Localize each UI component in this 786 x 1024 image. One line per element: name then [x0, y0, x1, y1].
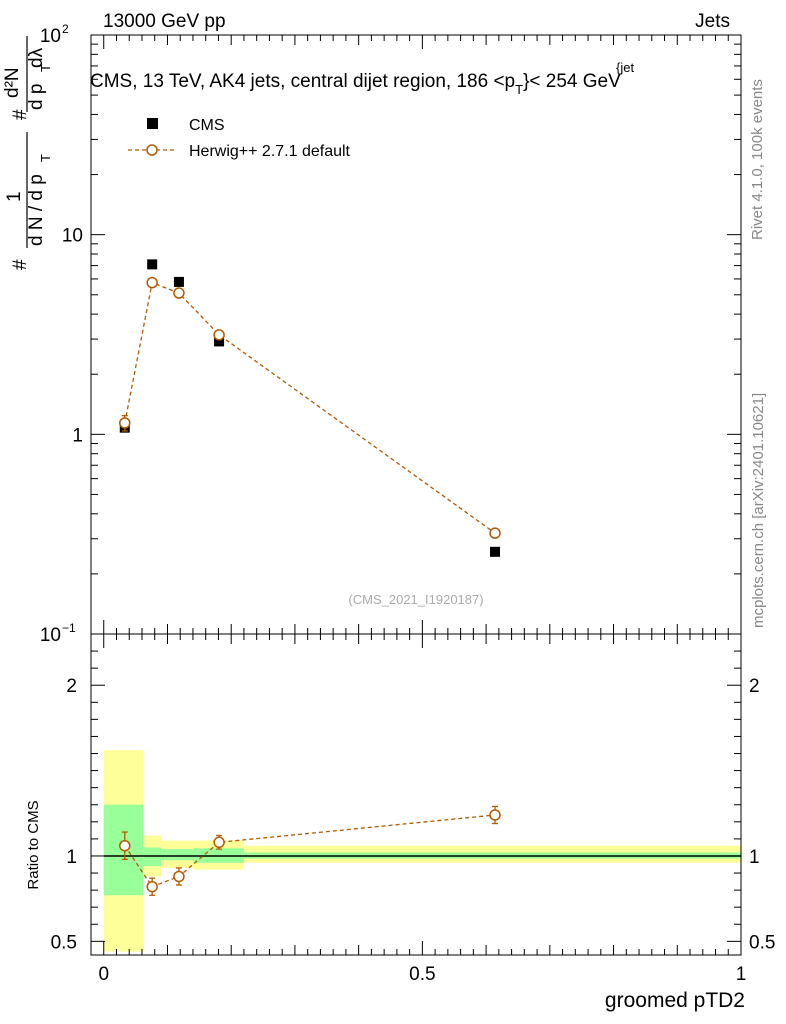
main-ytick-label: 1	[72, 425, 83, 446]
ratio-ytick-label-right: 0.5	[749, 932, 775, 953]
ratio-ytick-label: 0.5	[51, 932, 77, 953]
ratio-stat-band	[161, 849, 193, 861]
herwig-data-point	[119, 417, 131, 429]
ratio-herwig-data-point	[173, 870, 185, 883]
ratio-ytick-label: 2	[66, 676, 77, 697]
ratio-frame	[90, 633, 742, 956]
cms-data-point	[147, 259, 158, 270]
main-ytick-label: 10	[62, 226, 83, 247]
cms-data-point	[214, 336, 225, 347]
ylabel-lambda: dλ	[26, 47, 47, 68]
chart-title: CMS, 13 TeV, AK4 jets, central dijet reg…	[90, 71, 621, 97]
legend-label-herwig: Herwig++ 2.7.1 default	[189, 143, 351, 160]
ylabel-hash-1: #	[10, 259, 31, 270]
rivet-version-label: Rivet 4.1.0, 100k events	[749, 79, 766, 240]
ratio-herwig-data-point	[146, 880, 158, 893]
main-ylabel: # 1 d N / d p T # d²N d p T dλ	[2, 36, 53, 270]
herwig-data-point	[213, 329, 225, 341]
main-ytick-label: 10	[40, 26, 61, 47]
legend-label-cms: CMS	[189, 117, 225, 134]
ylabel-dn-dpt: d N / d p	[26, 174, 47, 246]
chart-title-sup: {jet	[616, 60, 634, 75]
ratio-herwig-data-point	[489, 809, 501, 821]
chart-title-end: }< 254 GeV	[523, 71, 621, 92]
analysis-watermark: (CMS_2021_I1920187)	[348, 592, 483, 607]
chart-title-sub: T	[515, 82, 523, 97]
ratio-herwig-data-point	[119, 839, 131, 852]
cms-data-point	[173, 276, 184, 287]
legend-marker-cms	[147, 118, 158, 129]
ratio-ylabel: Ratio to CMS	[25, 800, 42, 889]
x-axis-label: groomed pTD2	[605, 989, 745, 1012]
ratio-ytick-label-right: 1	[749, 847, 760, 868]
ylabel-one: 1	[4, 191, 25, 202]
herwig-data-point	[489, 527, 501, 539]
ratio-ytick-label: 1	[66, 847, 77, 868]
ylabel-hash-2: #	[10, 109, 31, 120]
ylabel-d2n: d²N	[2, 67, 23, 98]
energy-label: 13000 GeV pp	[103, 11, 226, 32]
legend-marker-herwig	[146, 144, 158, 156]
herwig-data-point	[146, 276, 158, 289]
main-ytick-label: 10	[40, 625, 61, 646]
main-ytick-exponent: −1	[62, 621, 76, 635]
ratio-panel: 0 0.5 10.5 0.51 12 2	[51, 633, 775, 985]
legend: CMS Herwig++ 2.7.1 default	[128, 117, 351, 160]
herwig-data-point	[173, 287, 185, 299]
x-tick-label: 0.5	[409, 964, 435, 985]
ratio-stat-band	[143, 847, 162, 867]
herwig-line	[124, 281, 496, 534]
ylabel-dpt-sub: T	[38, 64, 53, 72]
x-tick-label: 1	[736, 964, 747, 985]
mcplots-label: mcplots.cern.ch [arXiv:2401.10621]	[750, 393, 767, 628]
ratio-ytick-label-right: 2	[749, 676, 760, 697]
ylabel-dn-dpt-sub: T	[38, 154, 53, 162]
process-label: Jets	[695, 11, 730, 32]
main-ytick-exponent: 2	[62, 22, 69, 36]
x-tick-label: 0	[98, 964, 109, 985]
cms-data-point	[490, 546, 501, 557]
chart-title-main: CMS, 13 TeV, AK4 jets, central dijet reg…	[90, 71, 515, 92]
ylabel-dpt-dlambda: d p	[26, 84, 47, 110]
ratio-herwig-data-point	[213, 836, 225, 849]
